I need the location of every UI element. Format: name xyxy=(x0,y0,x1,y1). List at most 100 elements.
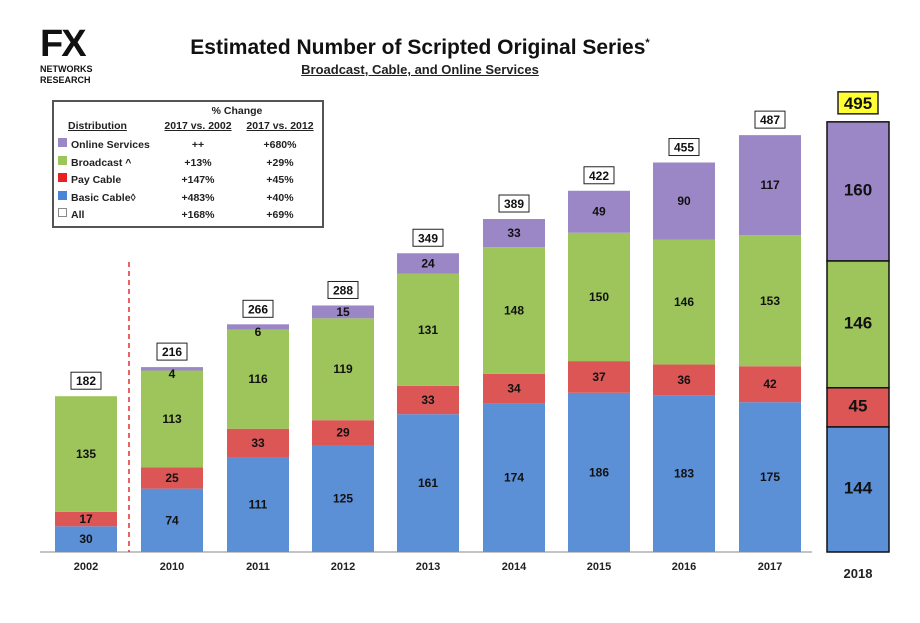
data-label: 33 xyxy=(421,393,435,407)
fx-networks-research-logo: FX NETWORKS RESEARCH xyxy=(40,24,110,86)
total-label: 422 xyxy=(589,169,609,183)
legend-header-distribution: Distribution xyxy=(68,120,127,132)
data-label: 148 xyxy=(504,304,524,318)
legend-table: % Change Distribution 2017 vs. 2002 2017… xyxy=(52,100,324,228)
data-label: 113 xyxy=(162,412,182,426)
total-label: 266 xyxy=(248,302,268,316)
data-label: 45 xyxy=(849,396,868,415)
data-label: 135 xyxy=(76,447,96,461)
data-label: 4 xyxy=(169,367,176,381)
bar-segment-basic-cable xyxy=(483,403,545,552)
bar-segment-basic-cable xyxy=(227,456,289,552)
data-label: 90 xyxy=(677,194,691,208)
data-label: 74 xyxy=(165,513,179,527)
data-label: 146 xyxy=(674,295,694,309)
total-label: 487 xyxy=(760,113,780,127)
total-label: 288 xyxy=(333,283,353,297)
data-label: 6 xyxy=(255,325,262,339)
total-box xyxy=(327,280,359,299)
legend-swatch xyxy=(58,208,67,217)
x-tick-label: 2011 xyxy=(246,561,270,573)
bar-segment-broadcast xyxy=(55,396,117,512)
legend-change-2012: +29% xyxy=(266,156,294,169)
data-label: 33 xyxy=(251,436,265,450)
title-footnote-mark: * xyxy=(645,37,650,49)
x-tick-label: 2012 xyxy=(331,561,355,573)
logo-line2: RESEARCH xyxy=(40,75,91,85)
bar-segment-basic-cable xyxy=(55,526,117,552)
legend-label-text: Broadcast ^ xyxy=(71,156,132,169)
data-label: 30 xyxy=(79,532,93,546)
chart-title-text: Estimated Number of Scripted Original Se… xyxy=(190,36,646,59)
legend-change-2002: +168% xyxy=(181,209,215,221)
bar-segment-broadcast xyxy=(568,232,630,362)
bar-segment-online-services xyxy=(483,219,545,248)
bar-segment-online-services xyxy=(312,305,374,319)
legend-row: Online Services ++ +680% xyxy=(54,138,322,154)
bar-segment-pay-cable xyxy=(826,387,890,428)
x-tick-label: 2018 xyxy=(844,566,873,581)
legend-label: All xyxy=(58,208,84,222)
total-box xyxy=(70,371,102,390)
data-label: 37 xyxy=(592,370,606,384)
chart-subtitle: Broadcast, Cable, and Online Services xyxy=(301,62,539,77)
x-tick-label: 2015 xyxy=(587,561,611,573)
bar-segment-online-services xyxy=(227,324,289,330)
legend-label-text: Online Services xyxy=(71,139,150,151)
data-label: 186 xyxy=(589,465,609,479)
total-box xyxy=(498,194,530,213)
data-label: 17 xyxy=(79,512,93,526)
data-label: 116 xyxy=(248,372,268,386)
bar-segment-broadcast xyxy=(397,273,459,386)
bar-segment-pay-cable xyxy=(227,428,289,457)
bar-segment-online-services xyxy=(826,121,890,262)
data-label: 15 xyxy=(336,305,350,319)
legend-change-2002: +13% xyxy=(184,156,212,169)
bar-segment-broadcast xyxy=(141,370,203,468)
data-label: 24 xyxy=(421,257,435,271)
logo-line1: NETWORKS xyxy=(40,64,93,74)
total-label: 495 xyxy=(844,94,872,113)
legend-change-2012: +45% xyxy=(266,174,294,186)
data-label: 144 xyxy=(844,478,873,497)
legend-row: Broadcast ^ +13% +29% xyxy=(54,155,322,172)
bar-segment-online-services xyxy=(141,367,203,371)
data-label: 150 xyxy=(589,290,609,304)
bar-segment-basic-cable xyxy=(141,488,203,552)
data-label: 42 xyxy=(763,377,777,391)
bar-segment-basic-cable xyxy=(397,414,459,552)
logo-brand: FX xyxy=(40,23,87,65)
legend-header-2002: 2017 vs. 2002 xyxy=(164,120,232,132)
legend-label: Basic Cable◊ xyxy=(58,190,136,205)
legend-swatch xyxy=(58,190,67,200)
bar-segment-pay-cable xyxy=(483,373,545,404)
legend-swatch xyxy=(58,138,67,147)
bar-segment-online-services xyxy=(653,162,715,240)
legend-swatch xyxy=(58,155,67,165)
total-box xyxy=(156,342,188,361)
bar-segment-basic-cable xyxy=(568,392,630,552)
legend-row: All +168% +69% xyxy=(54,208,322,224)
data-label: 161 xyxy=(418,476,438,490)
x-tick-label: 2013 xyxy=(416,561,440,573)
x-tick-label: 2014 xyxy=(502,561,527,573)
legend-change-2012: +69% xyxy=(266,209,294,221)
bar-segment-pay-cable xyxy=(55,511,117,527)
total-box xyxy=(412,228,444,247)
bar-segment-basic-cable xyxy=(312,445,374,552)
bar-segment-broadcast xyxy=(653,239,715,365)
legend-group-header: % Change xyxy=(211,105,263,117)
total-label: 216 xyxy=(162,345,182,359)
bar-segment-online-services xyxy=(568,190,630,233)
legend-label-text: Pay Cable xyxy=(71,174,122,186)
total-box xyxy=(583,166,615,185)
x-tick-label: 2010 xyxy=(160,561,184,573)
data-label: 175 xyxy=(760,470,780,484)
data-label: 36 xyxy=(677,373,691,387)
bar-segment-broadcast xyxy=(312,318,374,421)
legend-label: Broadcast ^ xyxy=(58,155,132,170)
data-label: 34 xyxy=(507,382,521,396)
legend-change-2012: +40% xyxy=(266,191,294,204)
